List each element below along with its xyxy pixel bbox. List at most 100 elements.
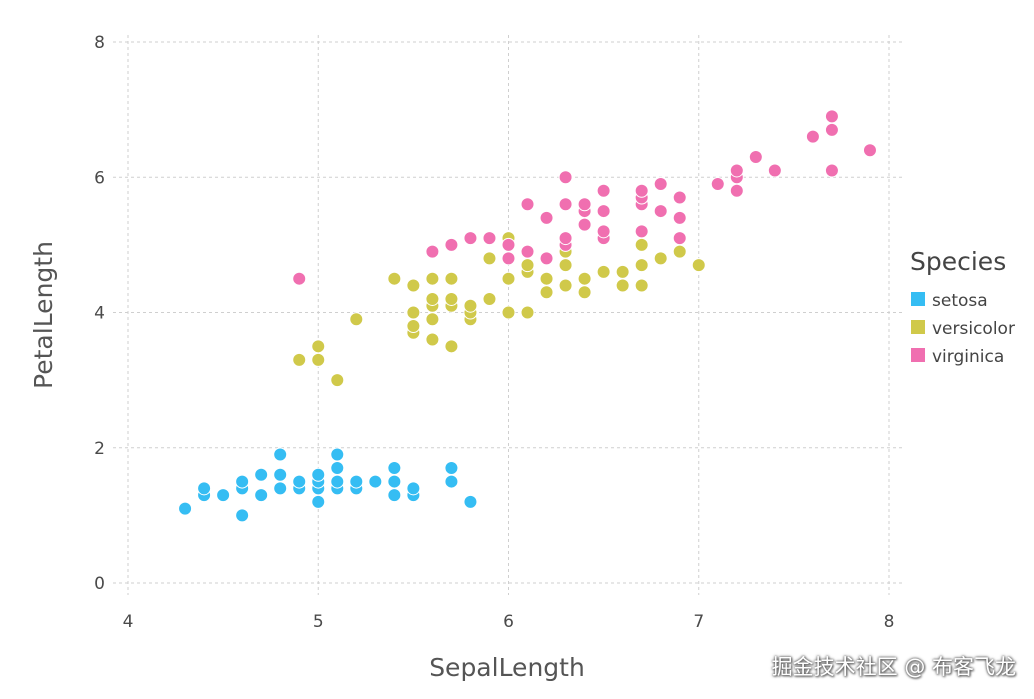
x-tick-label: 8 xyxy=(884,612,895,632)
data-point-versicolor xyxy=(444,271,459,286)
y-tick-label: 8 xyxy=(94,33,105,53)
legend-swatch-versicolor xyxy=(911,320,925,334)
data-point-virginica xyxy=(520,197,535,212)
legend-label-virginica: virginica xyxy=(932,347,1004,367)
data-point-versicolor xyxy=(406,278,421,293)
y-axis-title: PetalLength xyxy=(29,241,58,389)
data-point-versicolor xyxy=(634,278,649,293)
data-point-versicolor xyxy=(539,271,554,286)
data-point-versicolor xyxy=(653,251,668,266)
data-point-versicolor xyxy=(406,305,421,320)
data-point-versicolor xyxy=(615,264,630,279)
data-point-versicolor xyxy=(482,251,497,266)
data-point-versicolor xyxy=(482,291,497,306)
data-point-setosa xyxy=(178,501,193,516)
data-point-versicolor xyxy=(558,278,573,293)
data-point-versicolor xyxy=(520,258,535,273)
data-point-virginica xyxy=(425,244,440,259)
data-point-setosa xyxy=(254,488,269,503)
data-point-virginica xyxy=(292,271,307,286)
x-tick-label: 6 xyxy=(503,612,514,632)
legend-label-setosa: setosa xyxy=(932,291,988,311)
data-point-setosa xyxy=(463,494,478,509)
data-point-virginica xyxy=(634,183,649,198)
data-point-versicolor xyxy=(311,352,326,367)
legend-swatch-setosa xyxy=(911,292,925,306)
data-point-virginica xyxy=(596,204,611,219)
data-point-versicolor xyxy=(311,339,326,354)
data-point-setosa xyxy=(273,447,288,462)
data-point-versicolor xyxy=(596,264,611,279)
data-point-versicolor xyxy=(501,305,516,320)
data-point-virginica xyxy=(501,251,516,266)
data-point-virginica xyxy=(558,231,573,246)
y-tick-label: 2 xyxy=(94,439,105,459)
data-point-virginica xyxy=(596,183,611,198)
data-point-virginica xyxy=(748,149,763,164)
data-point-virginica xyxy=(577,197,592,212)
data-point-setosa xyxy=(387,474,402,489)
data-point-virginica xyxy=(672,210,687,225)
data-point-versicolor xyxy=(520,305,535,320)
data-point-virginica xyxy=(444,237,459,252)
data-point-virginica xyxy=(558,197,573,212)
data-point-setosa xyxy=(406,481,421,496)
data-point-versicolor xyxy=(577,271,592,286)
data-point-setosa xyxy=(311,467,326,482)
data-point-setosa xyxy=(368,474,383,489)
data-point-versicolor xyxy=(292,352,307,367)
data-point-setosa xyxy=(387,461,402,476)
data-point-setosa xyxy=(387,488,402,503)
data-point-virginica xyxy=(824,109,839,124)
data-point-virginica xyxy=(672,190,687,205)
data-point-virginica xyxy=(539,210,554,225)
data-point-setosa xyxy=(330,461,345,476)
data-point-versicolor xyxy=(634,237,649,252)
data-point-versicolor xyxy=(330,373,345,388)
data-point-versicolor xyxy=(425,332,440,347)
x-axis-title: SepalLength xyxy=(429,653,585,682)
data-point-setosa xyxy=(273,481,288,496)
data-point-virginica xyxy=(520,244,535,259)
data-point-setosa xyxy=(235,474,250,489)
data-point-versicolor xyxy=(425,291,440,306)
data-point-virginica xyxy=(710,177,725,192)
x-tick-label: 4 xyxy=(123,612,134,632)
data-point-setosa xyxy=(349,474,364,489)
data-point-versicolor xyxy=(425,271,440,286)
y-tick-label: 4 xyxy=(94,304,105,324)
data-point-virginica xyxy=(653,177,668,192)
data-point-virginica xyxy=(558,170,573,185)
data-point-versicolor xyxy=(387,271,402,286)
data-point-virginica xyxy=(729,163,744,178)
data-point-virginica xyxy=(653,204,668,219)
data-point-versicolor xyxy=(425,312,440,327)
data-point-versicolor xyxy=(558,258,573,273)
data-point-setosa xyxy=(444,461,459,476)
legend-label-versicolor: versicolor xyxy=(932,319,1015,339)
data-point-setosa xyxy=(216,488,231,503)
data-point-setosa xyxy=(330,474,345,489)
data-point-virginica xyxy=(805,129,820,144)
data-point-virginica xyxy=(729,183,744,198)
data-point-versicolor xyxy=(349,312,364,327)
data-point-versicolor xyxy=(501,271,516,286)
data-point-versicolor xyxy=(444,339,459,354)
data-point-virginica xyxy=(672,231,687,246)
data-point-virginica xyxy=(463,231,478,246)
data-point-versicolor xyxy=(672,244,687,259)
data-point-setosa xyxy=(235,508,250,523)
data-point-virginica xyxy=(824,122,839,137)
data-point-virginica xyxy=(539,251,554,266)
data-point-setosa xyxy=(292,474,307,489)
x-tick-label: 7 xyxy=(693,612,704,632)
data-point-virginica xyxy=(501,237,516,252)
y-tick-label: 0 xyxy=(94,574,105,594)
legend: Species setosa versicolor virginica xyxy=(910,247,1015,367)
data-point-versicolor xyxy=(444,291,459,306)
legend-title: Species xyxy=(910,247,1006,276)
data-point-virginica xyxy=(482,231,497,246)
data-point-versicolor xyxy=(615,278,630,293)
data-point-versicolor xyxy=(539,285,554,300)
